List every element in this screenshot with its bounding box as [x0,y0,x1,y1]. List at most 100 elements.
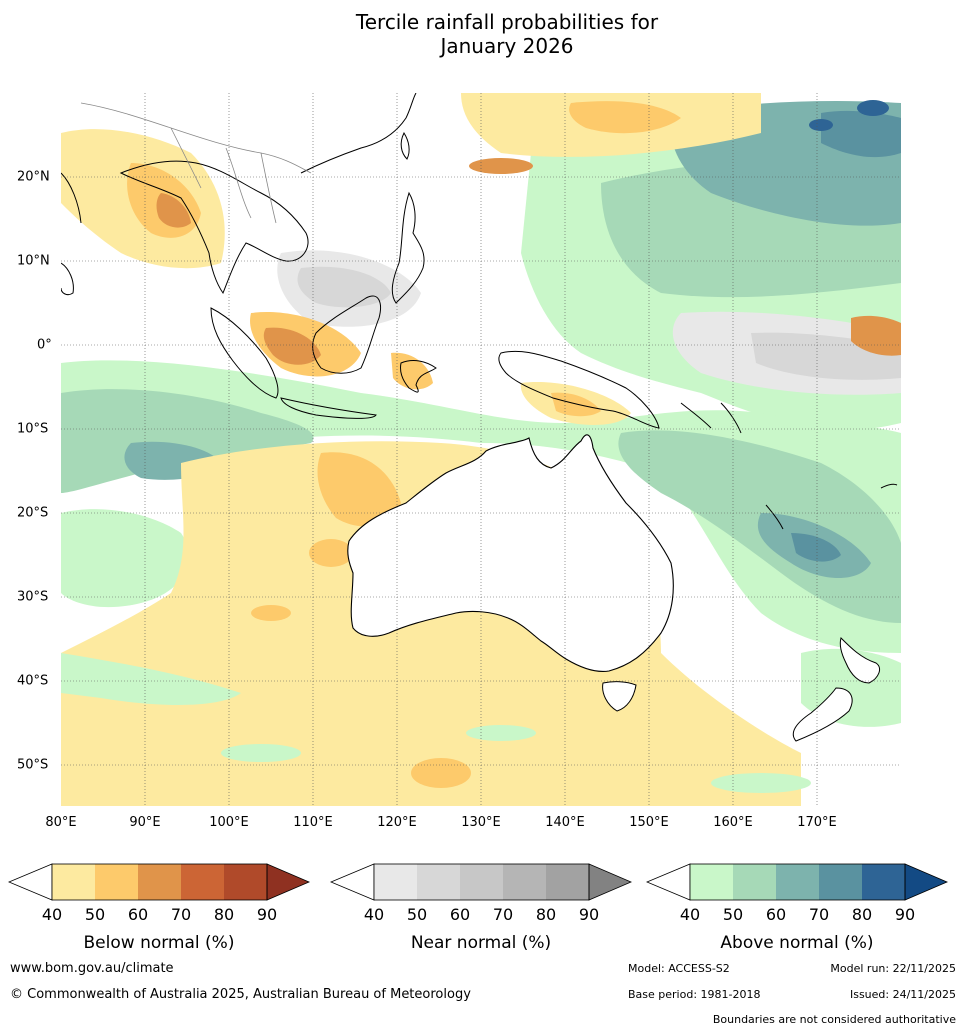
colorbar-cell [460,864,503,900]
above-normal-region [61,509,189,608]
below-normal-region [469,158,533,174]
colorbar-below [8,863,310,901]
below-normal-region [391,352,433,390]
colorbar-tick: 80 [851,905,873,924]
lon-label: 170°E [797,815,837,830]
colorbar-tick: 40 [41,905,63,924]
below-normal-region [317,452,401,527]
colorbar-cell [690,864,733,900]
probability-field [61,93,901,806]
colorbar-cell [95,864,138,900]
below-normal-region [411,758,471,788]
above-normal-region [857,100,889,116]
sulawesi-landmass [400,360,437,393]
colorbar-tick: 90 [578,905,600,924]
colorbar-cell [417,864,460,900]
below-normal-region [551,392,601,417]
model-run: Model run: 22/11/2025 [830,962,956,975]
colorbar-cell [181,864,224,900]
colorbar-outline [689,863,906,901]
java-landmass [280,397,377,419]
colorbar-cell [733,864,776,900]
lon-label: 80°E [45,815,77,830]
taiwan-landmass [400,131,410,160]
colorbar-tick: 60 [127,905,149,924]
above-normal-region [791,533,841,562]
title-line-1: Tercile rainfall probabilities for [355,10,659,34]
colorbar-cell [503,864,546,900]
tasmania-landmass [602,681,637,712]
legend-caption: Below normal (%) [83,933,235,953]
model-name: Model: ACCESS-S2 [628,962,730,975]
new-guinea-landmass [498,350,660,429]
new-zealand-landmass [839,637,880,684]
colorbar-ticks: 40 50 60 70 80 90 [646,905,948,925]
lat-label: 30°S [17,589,49,605]
lon-label: 150°E [629,815,669,830]
colorbar-cell [546,864,589,900]
lat-label: 10°N [17,253,50,269]
colorbar-upper-extension [588,863,632,901]
lat-label: 50°S [17,757,49,773]
colorbar-ticks: 40 50 60 70 80 90 [330,905,632,925]
colorbar-near [330,863,632,901]
colorbar-tick: 90 [256,905,278,924]
colorbar-cell [224,864,267,900]
website-link[interactable]: www.bom.gov.au/climate [10,961,174,976]
colorbar-cell [776,864,819,900]
graticule [61,93,901,806]
title-line-2: January 2026 [440,34,574,58]
australia-landmass [347,434,674,672]
colorbar-cell [138,864,181,900]
sri-lanka-landmass [61,262,74,296]
colorbar-cell [374,864,417,900]
above-normal-region [61,389,314,493]
legend-caption: Near normal (%) [410,933,552,953]
colorbar-outline [51,863,268,901]
colorbar-tick: 40 [363,905,385,924]
boundary-disclaimer: Boundaries are not considered authoritat… [712,1013,956,1026]
lat-label: 20°N [17,169,50,185]
map-svg [61,93,901,806]
lat-label: 20°S [17,505,49,521]
below-normal-region [851,315,901,356]
lon-label: 120°E [377,815,417,830]
legend-near-normal: 40 50 60 70 80 90 Near normal (%) [330,860,632,953]
colorbar-tick: 60 [765,905,787,924]
below-normal-region [251,605,291,621]
colorbar-cell [819,864,862,900]
colorbar-tick: 50 [406,905,428,924]
above-normal-region [821,110,901,158]
colorbar-lower-extension [646,863,691,901]
colorbar-lower-extension [8,863,53,901]
map-title: Tercile rainfall probabilities for Janua… [0,10,965,58]
china-coastline [300,93,417,174]
lon-label: 90°E [129,815,161,830]
colorbar-tick: 70 [808,905,830,924]
colorbar-tick: 50 [722,905,744,924]
lon-label: 160°E [713,815,753,830]
colorbar-ticks: 40 50 60 70 80 90 [8,905,310,925]
below-normal-region [263,327,321,365]
colorbar-above [646,863,948,901]
colorbar-upper-extension [904,863,948,901]
legend-caption: Above normal (%) [720,933,874,953]
lon-label: 110°E [293,815,333,830]
colorbar-tick: 80 [213,905,235,924]
colorbar-outline [373,863,590,901]
india-coastline [61,172,82,224]
colorbar-tick: 70 [492,905,514,924]
borneo-landmass [312,295,381,374]
lon-label: 140°E [545,815,585,830]
lat-label: 40°S [17,673,49,689]
below-normal-region [569,101,681,134]
pacific-islands [680,402,898,530]
lon-label: 100°E [209,815,249,830]
above-normal-region [711,773,811,793]
lat-label: 10°S [17,421,49,437]
colorbar-tick: 50 [84,905,106,924]
colorbar-tick: 80 [535,905,557,924]
above-normal-region [466,725,536,741]
new-zealand-landmass [792,687,853,742]
above-normal-region [221,744,301,762]
